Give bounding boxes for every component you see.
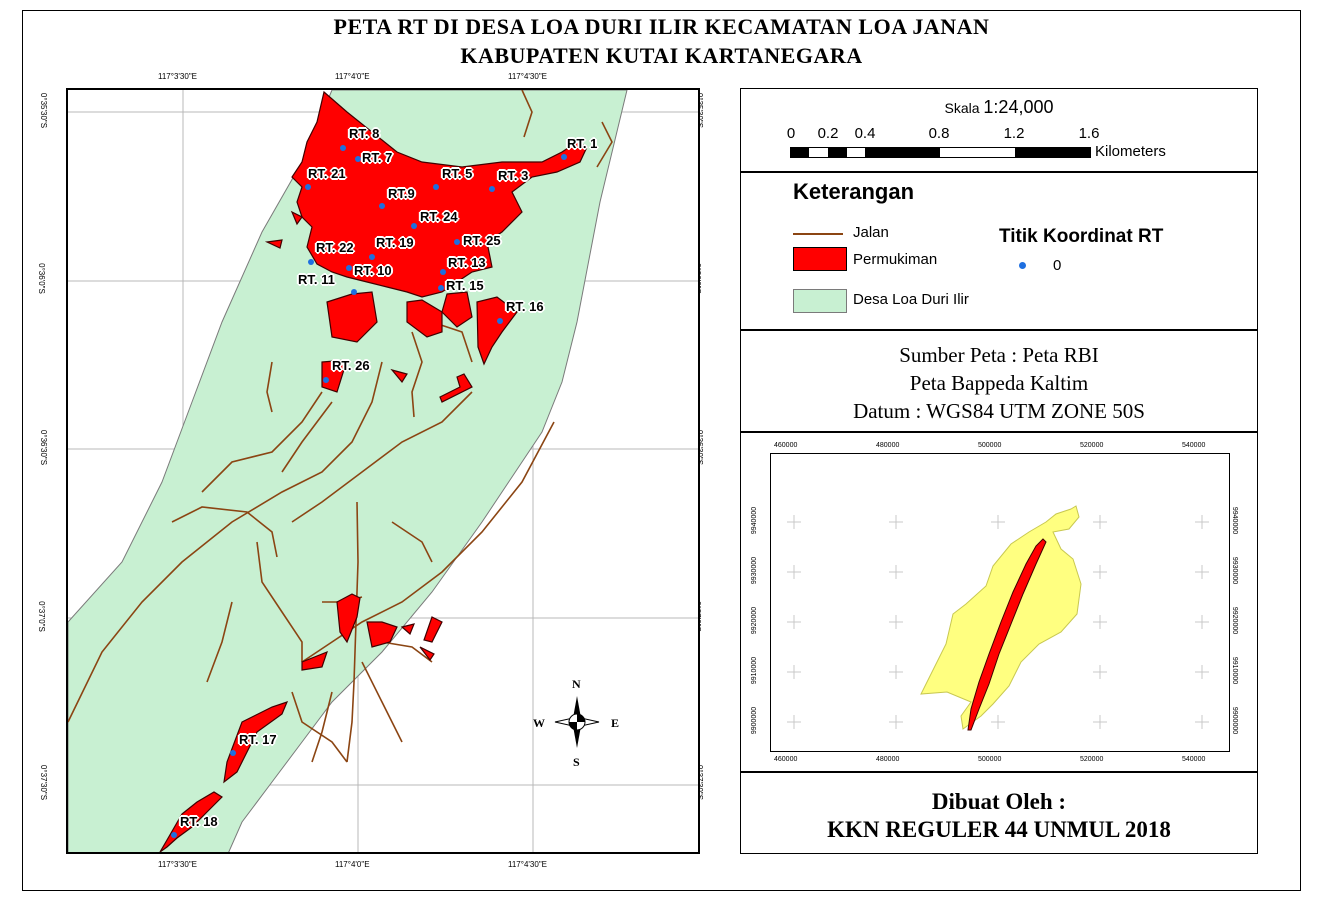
scale-panel: Skala 1:24,000 0 0.2 0.4 0.8 1.2 1.6 Kil…	[740, 88, 1258, 172]
inset-village-area	[967, 538, 1047, 731]
compass-north-label: N	[572, 677, 581, 691]
rt-label-18: RT. 18	[180, 814, 218, 829]
legend-settlement-label: Permukiman	[853, 251, 938, 268]
legend-road-label: Jalan	[853, 224, 889, 241]
road-network	[68, 90, 613, 763]
rt-label-3: RT. 3	[498, 168, 529, 183]
scale-tick-4: 1.2	[1003, 125, 1025, 142]
map-title-line2: KABUPATEN KUTAI KARTANEGARA	[460, 43, 863, 68]
compass-west-label: W	[533, 716, 545, 730]
rt-points	[171, 145, 567, 838]
village-legend-swatch	[793, 289, 847, 313]
inset-map-canvas	[787, 505, 1209, 731]
rt-label-8: RT. 8	[349, 126, 380, 141]
lat-label-left-4: 0°37'0"S	[36, 601, 46, 632]
inset-y-right-2: 9930000	[1231, 556, 1239, 585]
compass-east-label: E	[611, 716, 620, 730]
legend-village-label: Desa Loa Duri Ilir	[853, 291, 969, 308]
inset-y-left-5: 9900000	[751, 706, 759, 735]
rt-label-9: RT.9	[388, 186, 415, 201]
lat-label-left-3: 0°36'30"S	[39, 429, 49, 466]
credit-panel: Dibuat Oleh : KKN REGULER 44 UNMUL 2018	[740, 772, 1258, 854]
rt-label-13: RT. 13	[448, 255, 486, 270]
legend-title: Keterangan	[793, 179, 915, 204]
inset-y-right-4: 9910000	[1231, 656, 1239, 685]
scale-unit: Kilometers	[1095, 143, 1166, 160]
inset-y-right-5: 9900000	[1231, 706, 1239, 735]
compass-south-label: S	[573, 755, 580, 769]
scale-tick-5: 1.6	[1078, 125, 1100, 142]
scale-label: Skala	[944, 100, 980, 116]
lon-label-top-1: 117°3'30"E	[158, 72, 198, 81]
rt-label-21: RT. 21	[308, 166, 346, 181]
rt-point-legend-icon	[1019, 262, 1026, 269]
legend-panel: Keterangan Jalan Permukiman Desa Loa Dur…	[740, 172, 1258, 330]
lon-label-bottom-3: 117°4'30"E	[508, 860, 548, 869]
lon-label-bottom-1: 117°3'30"E	[158, 860, 198, 869]
inset-x-bottom-1: 460000	[774, 756, 798, 763]
scale-tick-1: 0.2	[817, 125, 839, 142]
credit-line1: Dibuat Oleh :	[931, 789, 1067, 814]
rt-label-19: RT. 19	[376, 235, 414, 250]
main-map[interactable]	[66, 88, 700, 854]
settlement-legend-swatch	[793, 247, 847, 271]
rt-label-16: RT. 16	[506, 299, 544, 314]
inset-x-bottom-4: 520000	[1080, 756, 1104, 763]
rt-label-1: RT. 1	[567, 136, 598, 151]
map-sheet-border	[22, 10, 1301, 891]
scale-title: Skala 1:24,000	[741, 97, 1257, 118]
inset-map[interactable]	[770, 453, 1230, 752]
inset-x-top-1: 460000	[774, 442, 798, 449]
map-title-line1: PETA RT DI DESA LOA DURI ILIR KECAMATAN …	[333, 14, 990, 39]
rt-label-5: RT. 5	[442, 166, 473, 181]
rt-label-7: RT. 7	[362, 150, 393, 165]
inset-y-right-1: 9940000	[1231, 506, 1239, 535]
scale-tick-0: 0	[786, 125, 796, 142]
north-arrow-icon	[554, 696, 600, 748]
inset-x-top-3: 500000	[978, 442, 1002, 449]
rt-label-11: RT. 11	[298, 272, 335, 287]
village-area	[68, 90, 628, 852]
rt-label-17: RT. 17	[239, 732, 277, 747]
inset-x-bottom-2: 480000	[876, 756, 900, 763]
inset-y-left-3: 9920000	[751, 606, 759, 635]
scale-ratio: 1:24,000	[983, 97, 1054, 117]
source-line1: Sumber Peta : Peta RBI	[899, 343, 1099, 367]
inset-y-left-2: 9930000	[751, 556, 759, 585]
inset-district-area	[920, 505, 1082, 730]
inset-x-top-4: 520000	[1080, 442, 1104, 449]
legend-point-title: Titik Koordinat RT	[999, 226, 1164, 247]
road-legend-icon	[793, 233, 843, 235]
inset-y-left-1: 9940000	[751, 506, 759, 535]
scale-tick-2: 0.4	[854, 125, 876, 142]
rt-label-15: RT. 15	[446, 278, 484, 293]
inset-y-left-4: 9910000	[751, 656, 759, 685]
lat-label-left-2: 0°36'0"S	[36, 263, 46, 294]
lon-label-top-2: 117°4'0"E	[335, 72, 370, 81]
source-panel: Sumber Peta : Peta RBI Peta Bappeda Kalt…	[740, 330, 1258, 432]
rt-label-10: RT. 10	[354, 263, 392, 278]
credit-line2: KKN REGULER 44 UNMUL 2018	[827, 817, 1171, 842]
legend-point-value: 0	[1053, 257, 1062, 274]
scale-tick-3: 0.8	[928, 125, 950, 142]
rt-label-22: RT. 22	[316, 240, 354, 255]
scale-bar	[790, 147, 1091, 158]
lon-label-bottom-2: 117°4'0"E	[335, 860, 370, 869]
inset-x-top-2: 480000	[876, 442, 900, 449]
lat-label-left-1: 0°35'30"S	[39, 92, 49, 129]
main-map-canvas	[68, 90, 698, 852]
rt-label-25: RT. 25	[463, 233, 501, 248]
inset-y-right-3: 9920000	[1231, 606, 1239, 635]
inset-x-top-5: 540000	[1182, 442, 1206, 449]
inset-x-bottom-5: 540000	[1182, 756, 1206, 763]
rt-label-24: RT. 24	[420, 209, 458, 224]
rt-label-26: RT. 26	[332, 358, 370, 373]
inset-panel: 460000 480000 500000 520000 540000 46000…	[740, 432, 1258, 772]
inset-x-bottom-3: 500000	[978, 756, 1002, 763]
source-line2: Peta Bappeda Kaltim	[909, 371, 1089, 395]
source-line3: Datum : WGS84 UTM ZONE 50S	[853, 399, 1145, 423]
lat-label-left-5: 0°37'30"S	[39, 764, 49, 801]
lon-label-top-3: 117°4'30"E	[508, 72, 548, 81]
